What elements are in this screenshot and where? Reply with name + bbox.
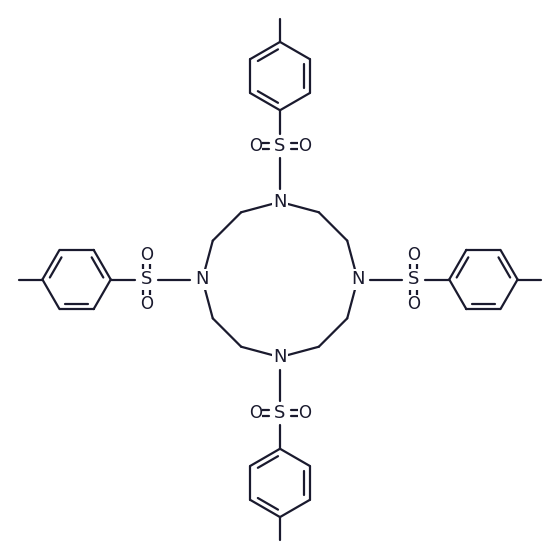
Text: O: O: [407, 245, 420, 264]
Text: O: O: [407, 295, 420, 314]
Text: O: O: [249, 404, 262, 422]
Text: O: O: [249, 137, 262, 155]
Text: S: S: [408, 271, 419, 288]
Text: O: O: [298, 137, 311, 155]
Text: N: N: [195, 271, 209, 288]
Text: S: S: [274, 404, 286, 422]
Text: N: N: [273, 193, 287, 211]
Text: O: O: [140, 295, 153, 314]
Text: O: O: [298, 404, 311, 422]
Text: O: O: [140, 245, 153, 264]
Text: N: N: [351, 271, 365, 288]
Text: N: N: [273, 348, 287, 366]
Text: S: S: [141, 271, 152, 288]
Text: S: S: [274, 137, 286, 155]
